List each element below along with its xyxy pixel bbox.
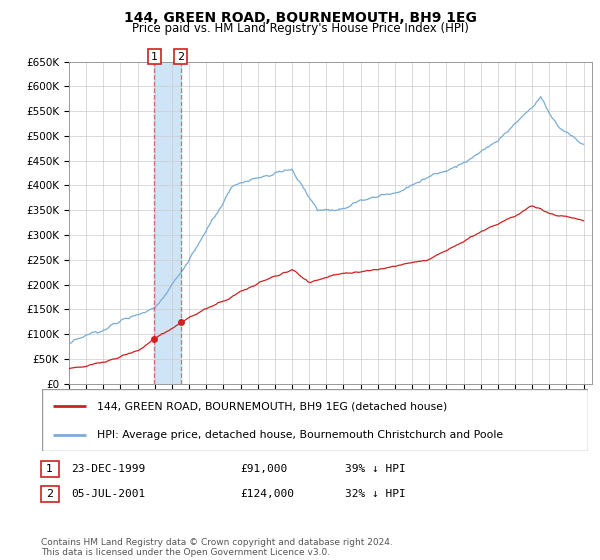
Text: HPI: Average price, detached house, Bournemouth Christchurch and Poole: HPI: Average price, detached house, Bour…: [97, 431, 503, 440]
Text: 05-JUL-2001: 05-JUL-2001: [71, 489, 145, 499]
Bar: [154, 62, 181, 384]
Text: £124,000: £124,000: [240, 489, 294, 499]
Text: 1: 1: [46, 464, 53, 474]
Text: Price paid vs. HM Land Registry's House Price Index (HPI): Price paid vs. HM Land Registry's House …: [131, 22, 469, 35]
Text: 23-DEC-1999: 23-DEC-1999: [71, 464, 145, 474]
Text: 144, GREEN ROAD, BOURNEMOUTH, BH9 1EG: 144, GREEN ROAD, BOURNEMOUTH, BH9 1EG: [124, 11, 476, 25]
Text: 39% ↓ HPI: 39% ↓ HPI: [345, 464, 406, 474]
Text: 1: 1: [151, 52, 158, 62]
Text: 144, GREEN ROAD, BOURNEMOUTH, BH9 1EG (detached house): 144, GREEN ROAD, BOURNEMOUTH, BH9 1EG (d…: [97, 402, 447, 412]
Text: £91,000: £91,000: [240, 464, 287, 474]
Text: 2: 2: [46, 489, 53, 499]
Text: 32% ↓ HPI: 32% ↓ HPI: [345, 489, 406, 499]
Text: Contains HM Land Registry data © Crown copyright and database right 2024.
This d: Contains HM Land Registry data © Crown c…: [41, 538, 392, 557]
Text: 2: 2: [177, 52, 184, 62]
